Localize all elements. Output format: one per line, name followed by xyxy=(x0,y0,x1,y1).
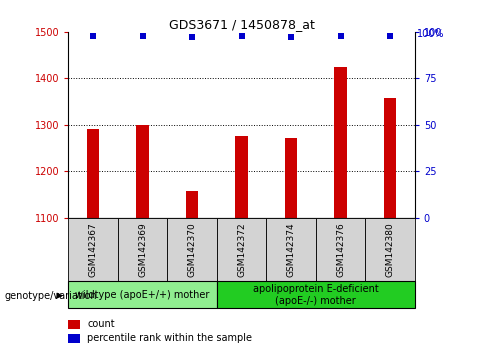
Bar xyxy=(186,191,198,218)
Bar xyxy=(68,281,217,308)
Text: GSM142376: GSM142376 xyxy=(336,222,345,277)
Bar xyxy=(217,281,415,308)
Bar xyxy=(285,138,297,218)
Text: GSM142374: GSM142374 xyxy=(286,222,296,277)
Bar xyxy=(235,136,248,218)
Point xyxy=(386,33,394,39)
Bar xyxy=(316,218,366,281)
Text: GSM142380: GSM142380 xyxy=(386,222,395,277)
Text: GSM142370: GSM142370 xyxy=(187,222,197,277)
Bar xyxy=(87,130,99,218)
Text: apolipoprotein E-deficient
(apoE-/-) mother: apolipoprotein E-deficient (apoE-/-) mot… xyxy=(253,284,379,306)
Bar xyxy=(217,218,266,281)
Text: genotype/variation: genotype/variation xyxy=(5,291,98,301)
Bar xyxy=(68,320,81,329)
Point xyxy=(287,35,295,40)
Text: count: count xyxy=(87,319,115,329)
Text: GSM142367: GSM142367 xyxy=(88,222,98,277)
Text: percentile rank within the sample: percentile rank within the sample xyxy=(87,333,252,343)
Text: GSM142372: GSM142372 xyxy=(237,222,246,277)
Bar xyxy=(68,334,81,343)
Bar xyxy=(334,67,347,218)
Text: 100%: 100% xyxy=(417,29,445,39)
Point xyxy=(337,33,345,39)
Point xyxy=(139,33,146,39)
Bar xyxy=(366,218,415,281)
Bar xyxy=(266,218,316,281)
Point xyxy=(238,33,245,39)
Title: GDS3671 / 1450878_at: GDS3671 / 1450878_at xyxy=(169,18,314,31)
Text: GSM142369: GSM142369 xyxy=(138,222,147,277)
Bar xyxy=(118,218,167,281)
Bar xyxy=(68,218,118,281)
Point xyxy=(89,33,97,39)
Point xyxy=(188,35,196,40)
Bar xyxy=(136,125,149,218)
Text: wildtype (apoE+/+) mother: wildtype (apoE+/+) mother xyxy=(75,290,210,300)
Bar xyxy=(384,98,396,218)
Bar xyxy=(167,218,217,281)
